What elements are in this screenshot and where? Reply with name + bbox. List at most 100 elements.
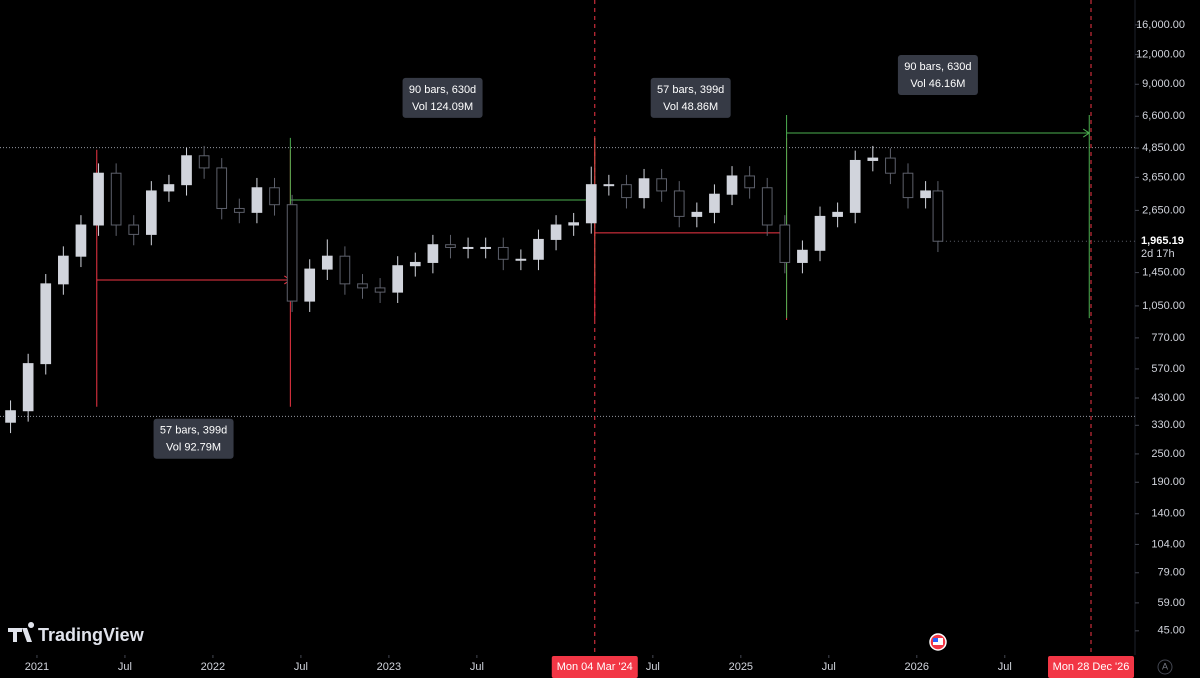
candle-body [480, 246, 492, 249]
candle-body [445, 244, 456, 248]
y-tick-label: 1,050.00 [1142, 300, 1185, 312]
measure-vol: Vol 92.79M [166, 442, 221, 454]
candle-body [40, 283, 52, 365]
candle-body [93, 172, 104, 226]
measure-label-box [402, 77, 483, 118]
x-tick-label: 2021 [25, 661, 49, 673]
candle-body [691, 211, 703, 217]
auto-label[interactable]: A [1162, 661, 1168, 671]
measure-label: 90 bars, 630d Vol 124.09M [402, 77, 483, 118]
candle-body [110, 172, 122, 226]
brand-logo: TradingView [8, 622, 145, 645]
candle-body [75, 224, 87, 257]
candle-body [5, 410, 16, 423]
x-tick-label: Jul [118, 661, 132, 673]
x-tick-label: 2025 [729, 661, 753, 673]
y-tick-label: 45.00 [1157, 625, 1185, 637]
candle-body [22, 363, 34, 412]
candle-body [902, 172, 914, 199]
candle-body [533, 238, 544, 260]
measure-bars: 90 bars, 630d [409, 84, 476, 96]
measure-bars: 57 bars, 399d [657, 84, 724, 96]
candle-body [58, 255, 69, 285]
countdown: 2d 17h [1141, 248, 1175, 260]
x-tick-label: Jul [646, 661, 660, 673]
date-marker-box [551, 656, 638, 678]
candle-body [392, 265, 404, 293]
candle-body [339, 255, 351, 285]
candle-body [550, 224, 562, 240]
candle-body [462, 246, 474, 249]
candle-body [585, 184, 597, 224]
flag-icon [929, 633, 947, 651]
y-tick-label: 79.00 [1157, 567, 1185, 579]
x-tick-label: 2022 [201, 661, 225, 673]
x-tick-label: Jul [470, 661, 484, 673]
candle-body [128, 224, 140, 235]
candle-body [251, 187, 263, 213]
candle-body [163, 184, 175, 192]
x-tick-label: Jul [822, 661, 836, 673]
candle-body [497, 246, 509, 260]
candle-body [867, 157, 879, 161]
measure-bars: 90 bars, 630d [904, 61, 971, 73]
measure-label: 90 bars, 630d Vol 46.16M [897, 55, 978, 96]
candle-body [779, 224, 791, 263]
candle-body [515, 258, 527, 261]
candle-body [744, 175, 755, 189]
measure-vol: Vol 48.86M [663, 101, 718, 113]
y-tick-label: 9,000.00 [1142, 78, 1185, 90]
candle-body [656, 178, 667, 192]
y-tick-label: 770.00 [1151, 332, 1185, 344]
candle-body [409, 261, 421, 267]
measure-label-box [650, 77, 731, 118]
y-tick-label: 59.00 [1157, 597, 1185, 609]
brand-name: TradingView [38, 625, 145, 645]
x-tick-label: 2026 [905, 661, 929, 673]
y-tick-label: 430.00 [1151, 392, 1185, 404]
candle-body [427, 244, 439, 263]
measure-vol: Vol 124.09M [412, 101, 473, 113]
measure-label: 57 bars, 399d Vol 92.79M [153, 418, 234, 459]
y-tick-label: 12,000.00 [1136, 48, 1185, 60]
auto-button[interactable] [1157, 659, 1173, 675]
candle-body [233, 207, 245, 213]
candle-body [726, 175, 738, 195]
candle-body [568, 222, 579, 226]
measure-arrowhead [1082, 128, 1091, 138]
candle-body [603, 184, 615, 187]
last-price-label: 1,965.19 [1141, 235, 1184, 247]
y-tick-label: 1,450.00 [1142, 267, 1185, 279]
candle-body [797, 249, 808, 263]
date-marker-box [1048, 656, 1135, 678]
candle-body [621, 184, 632, 199]
date-marker-label: Mon 28 Dec '26 [1053, 661, 1130, 673]
candle-body [321, 255, 333, 270]
candle-body [638, 178, 650, 199]
candle-body [709, 193, 720, 213]
candle-body [814, 215, 826, 251]
y-tick-label: 16,000.00 [1136, 19, 1185, 31]
y-tick-label: 4,850.00 [1142, 142, 1185, 154]
candle-body [198, 155, 210, 169]
y-tick-label: 3,650.00 [1142, 171, 1185, 183]
candle-body [932, 190, 944, 242]
y-tick-label: 104.00 [1151, 538, 1185, 550]
measure-vol: Vol 46.16M [910, 78, 965, 90]
candle-body [832, 211, 843, 217]
measure-label-box [897, 55, 978, 96]
candle-body [673, 190, 685, 217]
x-tick-label: 2023 [377, 661, 401, 673]
y-tick-label: 6,600.00 [1142, 110, 1185, 122]
y-tick-label: 330.00 [1151, 419, 1185, 431]
date-marker-label: Mon 04 Mar '24 [557, 661, 633, 673]
candle-body [216, 167, 228, 209]
candle-body [761, 187, 773, 226]
candle-body [849, 159, 861, 213]
x-tick-label: Jul [294, 661, 308, 673]
candle-body [357, 283, 368, 289]
candle-body [374, 287, 386, 293]
y-tick-label: 140.00 [1151, 508, 1185, 520]
y-tick-label: 190.00 [1151, 476, 1185, 488]
